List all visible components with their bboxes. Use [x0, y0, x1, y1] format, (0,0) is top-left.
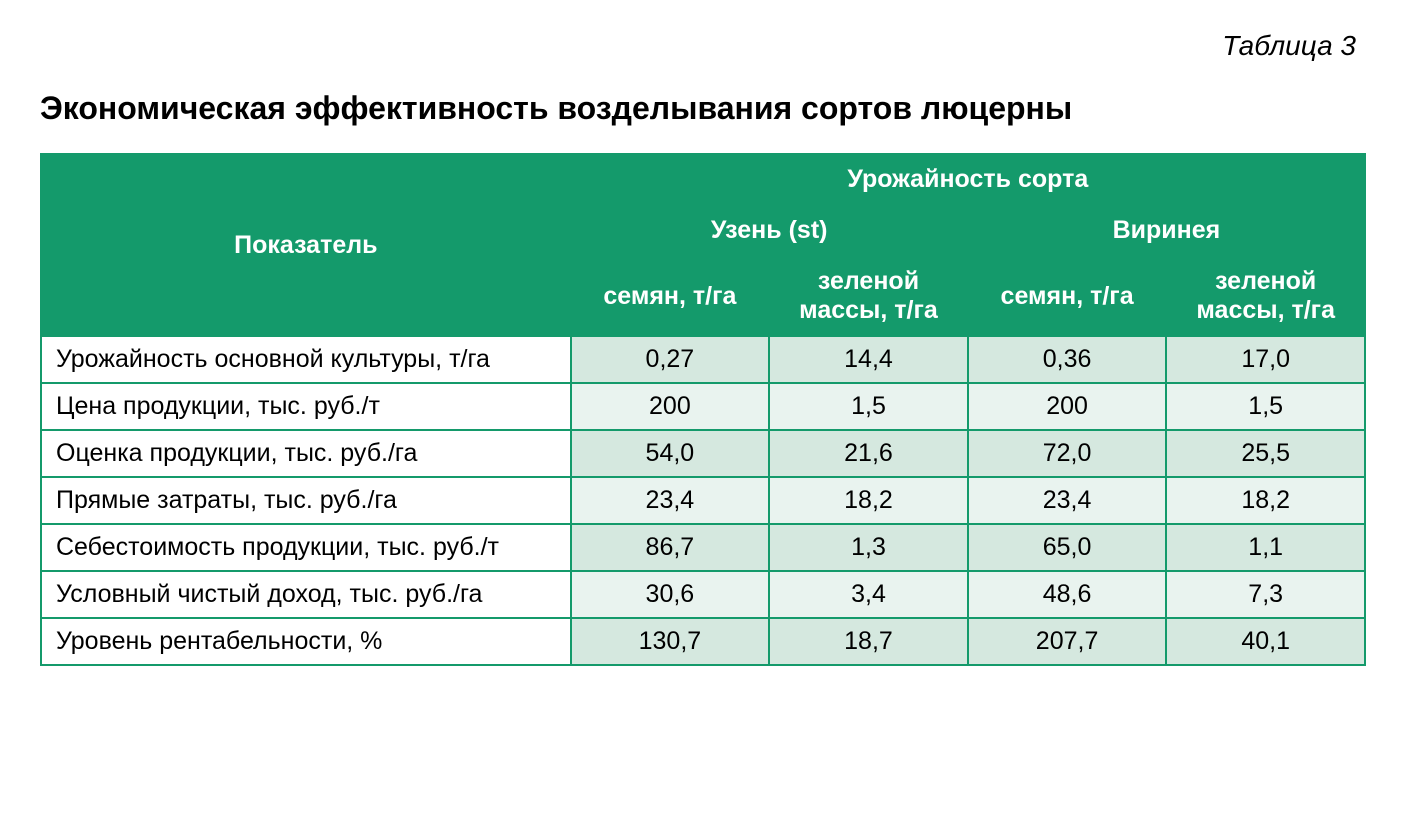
cell-value: 54,0 [571, 430, 770, 477]
cell-value: 23,4 [968, 477, 1167, 524]
table-number: Таблица 3 [40, 30, 1366, 62]
cell-value: 48,6 [968, 571, 1167, 618]
header-variety-uzen: Узень (st) [571, 205, 968, 256]
cell-value: 72,0 [968, 430, 1167, 477]
cell-value: 18,2 [1166, 477, 1365, 524]
cell-value: 86,7 [571, 524, 770, 571]
cell-value: 1,5 [769, 383, 968, 430]
economics-table: Показатель Урожайность сорта Узень (st) … [40, 153, 1366, 666]
row-label: Прямые затраты, тыс. руб./га [41, 477, 571, 524]
row-label: Себестоимость продукции, тыс. руб./т [41, 524, 571, 571]
cell-value: 14,4 [769, 336, 968, 383]
table-row: Цена продукции, тыс. руб./т 200 1,5 200 … [41, 383, 1365, 430]
cell-value: 40,1 [1166, 618, 1365, 665]
cell-value: 0,27 [571, 336, 770, 383]
cell-value: 18,2 [769, 477, 968, 524]
cell-value: 3,4 [769, 571, 968, 618]
table-row: Себестоимость продукции, тыс. руб./т 86,… [41, 524, 1365, 571]
table-row: Уровень рентабельности, % 130,7 18,7 207… [41, 618, 1365, 665]
table-row: Условный чистый доход, тыс. руб./га 30,6… [41, 571, 1365, 618]
table-title: Экономическая эффективность возделывания… [40, 90, 1366, 127]
header-virineya-seeds: семян, т/га [968, 256, 1167, 336]
cell-value: 200 [571, 383, 770, 430]
cell-value: 7,3 [1166, 571, 1365, 618]
table-row: Прямые затраты, тыс. руб./га 23,4 18,2 2… [41, 477, 1365, 524]
cell-value: 17,0 [1166, 336, 1365, 383]
cell-value: 21,6 [769, 430, 968, 477]
cell-value: 1,3 [769, 524, 968, 571]
header-virineya-greenmass: зеленой массы, т/га [1166, 256, 1365, 336]
row-label: Оценка продукции, тыс. руб./га [41, 430, 571, 477]
cell-value: 65,0 [968, 524, 1167, 571]
cell-value: 25,5 [1166, 430, 1365, 477]
cell-value: 1,5 [1166, 383, 1365, 430]
cell-value: 207,7 [968, 618, 1167, 665]
cell-value: 0,36 [968, 336, 1167, 383]
header-uzen-greenmass: зеленой массы, т/га [769, 256, 968, 336]
cell-value: 130,7 [571, 618, 770, 665]
row-label: Урожайность основной культуры, т/га [41, 336, 571, 383]
cell-value: 200 [968, 383, 1167, 430]
cell-value: 30,6 [571, 571, 770, 618]
table-row: Урожайность основной культуры, т/га 0,27… [41, 336, 1365, 383]
row-label: Уровень рентабельности, % [41, 618, 571, 665]
header-uzen-seeds: семян, т/га [571, 256, 770, 336]
cell-value: 23,4 [571, 477, 770, 524]
table-header: Показатель Урожайность сорта Узень (st) … [41, 154, 1365, 336]
table-row: Оценка продукции, тыс. руб./га 54,0 21,6… [41, 430, 1365, 477]
table-body: Урожайность основной культуры, т/га 0,27… [41, 336, 1365, 665]
cell-value: 1,1 [1166, 524, 1365, 571]
header-indicator: Показатель [41, 154, 571, 336]
row-label: Цена продукции, тыс. руб./т [41, 383, 571, 430]
cell-value: 18,7 [769, 618, 968, 665]
row-label: Условный чистый доход, тыс. руб./га [41, 571, 571, 618]
header-yield: Урожайность сорта [571, 154, 1365, 205]
header-variety-virineya: Виринея [968, 205, 1365, 256]
